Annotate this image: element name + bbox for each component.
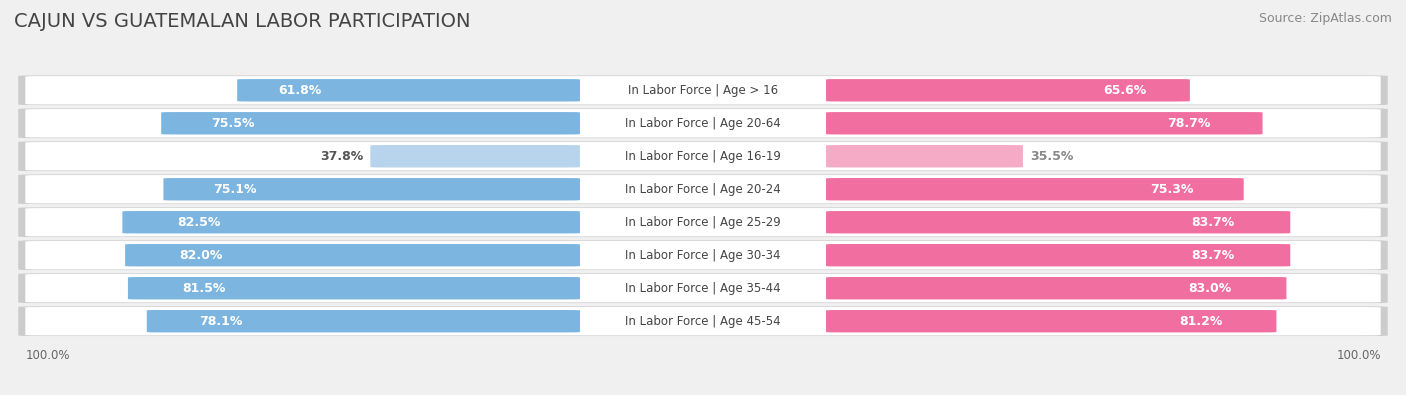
FancyBboxPatch shape <box>581 277 825 299</box>
FancyBboxPatch shape <box>146 310 581 333</box>
FancyBboxPatch shape <box>827 277 1286 299</box>
Text: 75.1%: 75.1% <box>214 183 257 196</box>
Text: 35.5%: 35.5% <box>1031 150 1073 163</box>
FancyBboxPatch shape <box>238 79 581 102</box>
Text: 83.0%: 83.0% <box>1188 282 1232 295</box>
FancyBboxPatch shape <box>162 112 581 134</box>
Text: 81.2%: 81.2% <box>1180 315 1222 328</box>
FancyBboxPatch shape <box>581 310 825 333</box>
FancyBboxPatch shape <box>25 274 1381 303</box>
Text: 61.8%: 61.8% <box>278 84 322 97</box>
FancyBboxPatch shape <box>581 145 825 167</box>
FancyBboxPatch shape <box>128 277 581 299</box>
FancyBboxPatch shape <box>18 75 1388 105</box>
FancyBboxPatch shape <box>581 244 825 267</box>
Text: 100.0%: 100.0% <box>25 349 70 362</box>
FancyBboxPatch shape <box>18 207 1388 237</box>
Text: 83.7%: 83.7% <box>1191 216 1234 229</box>
FancyBboxPatch shape <box>18 307 1388 336</box>
FancyBboxPatch shape <box>827 178 1244 201</box>
FancyBboxPatch shape <box>25 208 1381 237</box>
FancyBboxPatch shape <box>827 112 1263 134</box>
Text: 100.0%: 100.0% <box>1336 349 1381 362</box>
Text: Source: ZipAtlas.com: Source: ZipAtlas.com <box>1258 12 1392 25</box>
Text: In Labor Force | Age 45-54: In Labor Force | Age 45-54 <box>626 315 780 328</box>
Text: 75.3%: 75.3% <box>1150 183 1194 196</box>
Text: 82.0%: 82.0% <box>180 249 224 262</box>
FancyBboxPatch shape <box>18 141 1388 171</box>
FancyBboxPatch shape <box>18 273 1388 303</box>
Text: CAJUN VS GUATEMALAN LABOR PARTICIPATION: CAJUN VS GUATEMALAN LABOR PARTICIPATION <box>14 12 471 31</box>
FancyBboxPatch shape <box>581 211 825 233</box>
Text: In Labor Force | Age 20-64: In Labor Force | Age 20-64 <box>626 117 780 130</box>
Text: In Labor Force | Age 25-29: In Labor Force | Age 25-29 <box>626 216 780 229</box>
FancyBboxPatch shape <box>581 178 825 201</box>
Text: 82.5%: 82.5% <box>177 216 221 229</box>
FancyBboxPatch shape <box>18 109 1388 138</box>
FancyBboxPatch shape <box>581 79 825 102</box>
Text: In Labor Force | Age > 16: In Labor Force | Age > 16 <box>628 84 778 97</box>
FancyBboxPatch shape <box>827 310 1277 333</box>
Text: In Labor Force | Age 35-44: In Labor Force | Age 35-44 <box>626 282 780 295</box>
Text: 65.6%: 65.6% <box>1102 84 1146 97</box>
FancyBboxPatch shape <box>18 175 1388 204</box>
FancyBboxPatch shape <box>25 175 1381 203</box>
FancyBboxPatch shape <box>125 244 581 267</box>
Text: In Labor Force | Age 16-19: In Labor Force | Age 16-19 <box>626 150 780 163</box>
FancyBboxPatch shape <box>581 112 825 134</box>
FancyBboxPatch shape <box>827 145 1024 167</box>
FancyBboxPatch shape <box>370 145 581 167</box>
FancyBboxPatch shape <box>25 142 1381 171</box>
Text: 81.5%: 81.5% <box>183 282 225 295</box>
FancyBboxPatch shape <box>25 109 1381 137</box>
Text: In Labor Force | Age 30-34: In Labor Force | Age 30-34 <box>626 249 780 262</box>
FancyBboxPatch shape <box>18 241 1388 270</box>
Text: In Labor Force | Age 20-24: In Labor Force | Age 20-24 <box>626 183 780 196</box>
FancyBboxPatch shape <box>827 79 1189 102</box>
FancyBboxPatch shape <box>163 178 581 201</box>
FancyBboxPatch shape <box>122 211 581 233</box>
FancyBboxPatch shape <box>827 244 1291 267</box>
Text: 83.7%: 83.7% <box>1191 249 1234 262</box>
Text: 78.7%: 78.7% <box>1167 117 1211 130</box>
Text: 78.1%: 78.1% <box>198 315 242 328</box>
FancyBboxPatch shape <box>25 76 1381 104</box>
FancyBboxPatch shape <box>25 241 1381 269</box>
Text: 75.5%: 75.5% <box>211 117 254 130</box>
Text: 37.8%: 37.8% <box>321 150 363 163</box>
FancyBboxPatch shape <box>827 211 1291 233</box>
FancyBboxPatch shape <box>25 307 1381 335</box>
